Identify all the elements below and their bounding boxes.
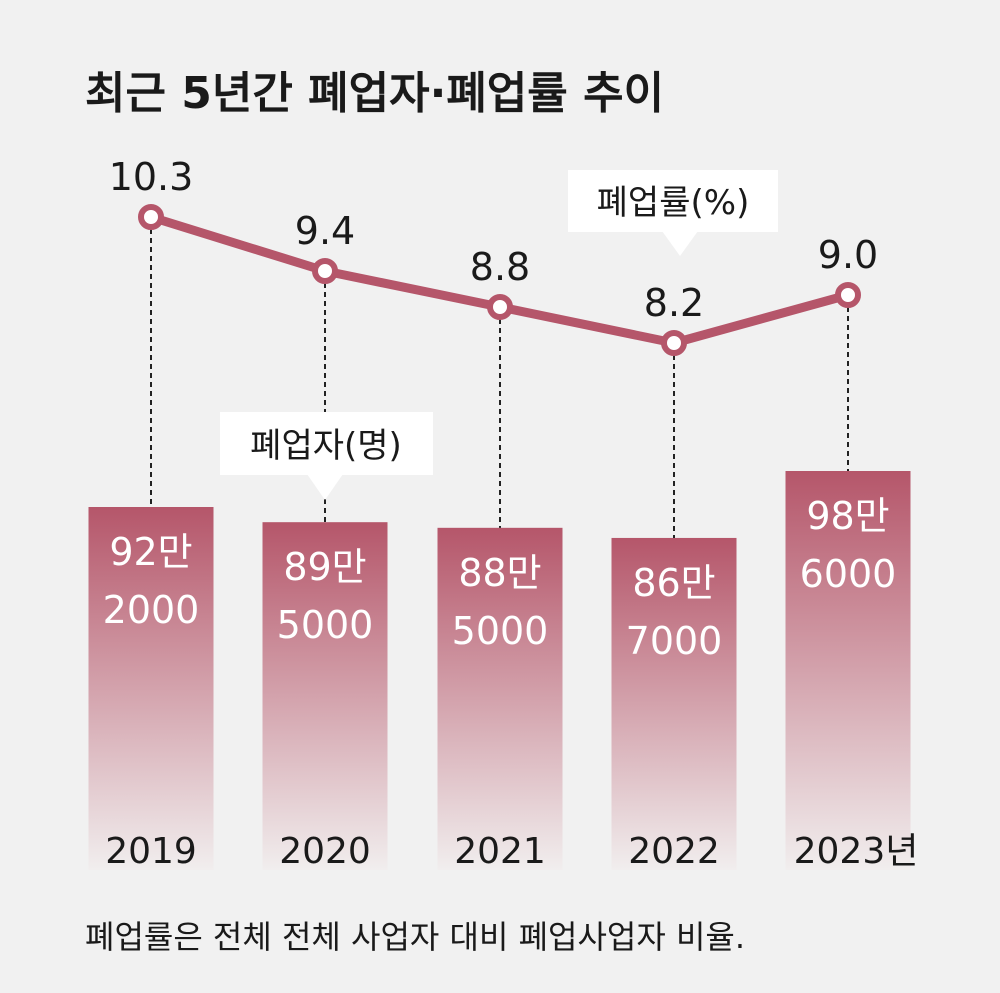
bar (437, 527, 563, 870)
bar (611, 537, 737, 870)
rate-point (661, 330, 687, 356)
callout-closures: 폐업자(명) (220, 412, 433, 500)
rate-label: 8.8 (470, 245, 530, 289)
bar-label: 6000 (800, 552, 897, 596)
bar-label: 89만 (283, 545, 366, 589)
bar (785, 471, 911, 870)
bar-label: 5000 (452, 609, 549, 653)
callout-rate: 폐업률(%) (568, 170, 778, 256)
bar-label: 2000 (103, 588, 200, 632)
bar-label: 88만 (458, 551, 541, 595)
footnote: 폐업률은 전체 전체 사업자 대비 폐업사업자 비율. (85, 918, 745, 956)
bar-label: 7000 (626, 619, 723, 663)
bar (88, 507, 214, 870)
x-tick-label: 2022 (628, 831, 720, 872)
x-tick-label: 2020 (279, 831, 371, 872)
rate-label: 10.3 (109, 155, 194, 199)
x-tick-label: 2019 (105, 831, 197, 872)
chart-title: 최근 5년간 폐업자·폐업률 추이 (85, 68, 664, 119)
bar-label: 5000 (277, 603, 374, 647)
rate-point (487, 294, 513, 320)
rate-label: 9.0 (818, 233, 878, 277)
bar (262, 522, 388, 870)
x-tick-label: 2021 (454, 831, 546, 872)
bar-label: 86만 (632, 561, 715, 605)
rate-label: 9.4 (295, 209, 355, 253)
rate-point (138, 204, 164, 230)
legend-rate: 폐업률(%) (597, 183, 750, 223)
legend-closures: 폐업자(명) (250, 426, 402, 466)
rate-point (312, 258, 338, 284)
bar-label: 92만 (109, 530, 192, 574)
rate-label: 8.2 (644, 281, 704, 325)
x-tick-label: 2023년 (794, 831, 919, 872)
rate-point (835, 282, 861, 308)
bar-label: 98만 (806, 494, 889, 538)
